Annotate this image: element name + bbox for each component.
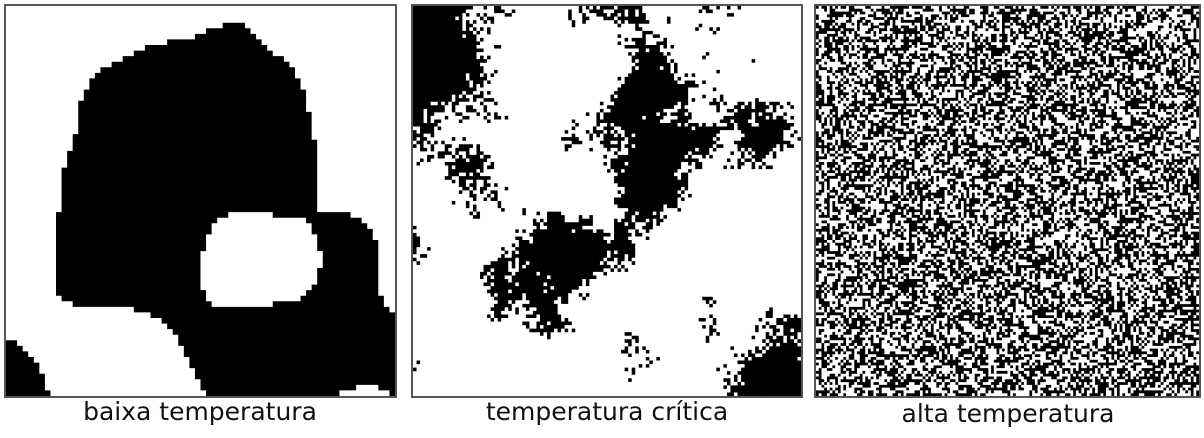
panel: baixa temperatura — [5, 5, 396, 426]
spin-pattern — [816, 6, 1199, 396]
caption: baixa temperatura — [83, 397, 317, 426]
caption: temperatura crítica — [486, 397, 728, 426]
panel: temperatura crítica — [412, 5, 802, 426]
caption: alta temperatura — [902, 399, 1115, 428]
panel: alta temperatura — [815, 5, 1200, 428]
figure: baixa temperatura temperatura crítica al… — [0, 0, 1204, 434]
